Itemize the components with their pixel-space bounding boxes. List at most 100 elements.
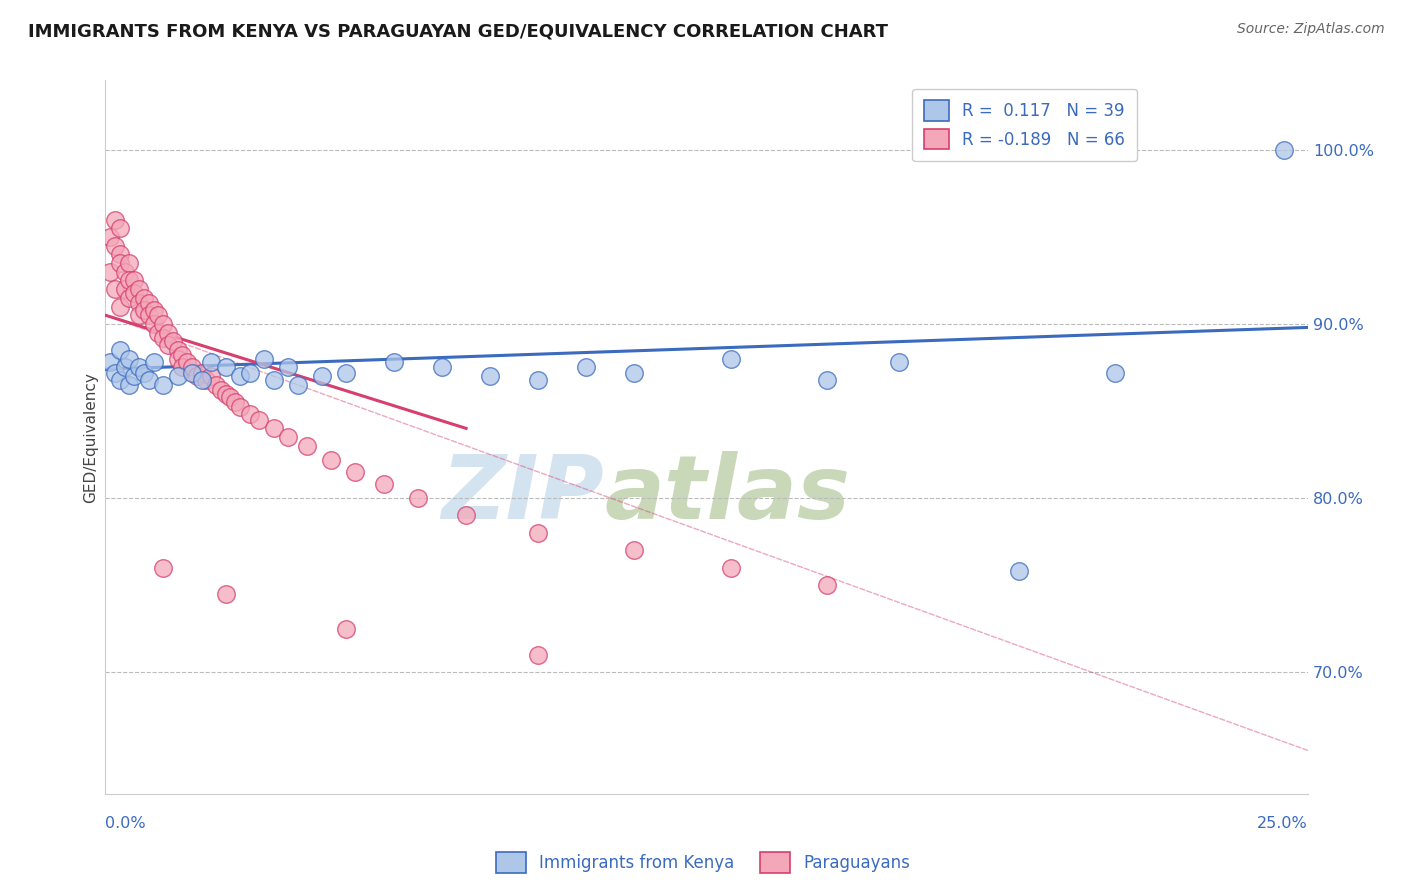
Point [382, 355, 405, 369]
Point [200, 355, 222, 369]
Point [118, 291, 141, 305]
Point [406, 491, 429, 505]
Point [311, 369, 333, 384]
Point [114, 282, 136, 296]
Point [148, 326, 170, 340]
Point [229, 401, 252, 415]
Point [219, 390, 242, 404]
Point [214, 360, 236, 375]
Point [214, 386, 236, 401]
Point [166, 351, 188, 366]
Point [138, 373, 160, 387]
Point [108, 373, 131, 387]
Point [1008, 564, 1031, 578]
Text: 25.0%: 25.0% [1257, 816, 1308, 831]
Point [108, 221, 131, 235]
Point [108, 300, 131, 314]
Point [195, 373, 218, 387]
Point [247, 412, 270, 426]
Point [124, 369, 146, 384]
Point [479, 369, 502, 384]
Point [152, 317, 174, 331]
Point [124, 285, 146, 300]
Point [720, 351, 742, 366]
Point [124, 273, 146, 287]
Point [224, 395, 246, 409]
Point [128, 282, 150, 296]
Point [190, 366, 212, 380]
Point [277, 360, 299, 375]
Point [575, 360, 598, 375]
Point [181, 360, 204, 375]
Point [277, 430, 299, 444]
Point [239, 366, 262, 380]
Point [209, 383, 232, 397]
Point [166, 343, 188, 357]
Point [373, 477, 395, 491]
Text: ZIP: ZIP [441, 450, 605, 538]
Point [186, 369, 208, 384]
Point [118, 273, 141, 287]
Point [720, 560, 742, 574]
Point [430, 360, 453, 375]
Point [335, 366, 357, 380]
Text: Source: ZipAtlas.com: Source: ZipAtlas.com [1237, 22, 1385, 37]
Point [623, 543, 645, 558]
Point [263, 373, 285, 387]
Point [132, 303, 155, 318]
Point [263, 421, 285, 435]
Point [98, 355, 121, 369]
Point [623, 366, 645, 380]
Point [297, 439, 319, 453]
Point [142, 355, 165, 369]
Point [104, 212, 127, 227]
Point [104, 366, 127, 380]
Point [108, 256, 131, 270]
Text: atlas: atlas [605, 450, 851, 538]
Point [108, 343, 131, 357]
Point [138, 296, 160, 310]
Point [98, 230, 121, 244]
Point [1272, 143, 1295, 157]
Point [1104, 366, 1126, 380]
Point [132, 366, 155, 380]
Point [172, 360, 194, 375]
Point [152, 331, 174, 345]
Point [118, 256, 141, 270]
Point [887, 355, 910, 369]
Point [138, 308, 160, 322]
Point [190, 373, 212, 387]
Point [166, 369, 188, 384]
Point [118, 377, 141, 392]
Point [229, 369, 252, 384]
Point [205, 377, 228, 392]
Point [162, 334, 184, 349]
Point [172, 348, 194, 362]
Point [108, 247, 131, 261]
Text: IMMIGRANTS FROM KENYA VS PARAGUAYAN GED/EQUIVALENCY CORRELATION CHART: IMMIGRANTS FROM KENYA VS PARAGUAYAN GED/… [28, 22, 889, 40]
Point [104, 282, 127, 296]
Point [181, 366, 204, 380]
Point [321, 452, 343, 467]
Text: 0.0%: 0.0% [105, 816, 146, 831]
Point [454, 508, 477, 523]
Point [104, 238, 127, 252]
Point [815, 373, 838, 387]
Point [148, 308, 170, 322]
Point [98, 265, 121, 279]
Point [214, 587, 236, 601]
Point [128, 308, 150, 322]
Point [142, 317, 165, 331]
Point [114, 360, 136, 375]
Point [118, 351, 141, 366]
Point [156, 326, 179, 340]
Point [815, 578, 838, 592]
Point [132, 291, 155, 305]
Point [176, 355, 198, 369]
Point [128, 296, 150, 310]
Point [156, 338, 179, 352]
Point [527, 648, 550, 662]
Point [253, 351, 276, 366]
Point [527, 373, 550, 387]
Point [527, 525, 550, 540]
